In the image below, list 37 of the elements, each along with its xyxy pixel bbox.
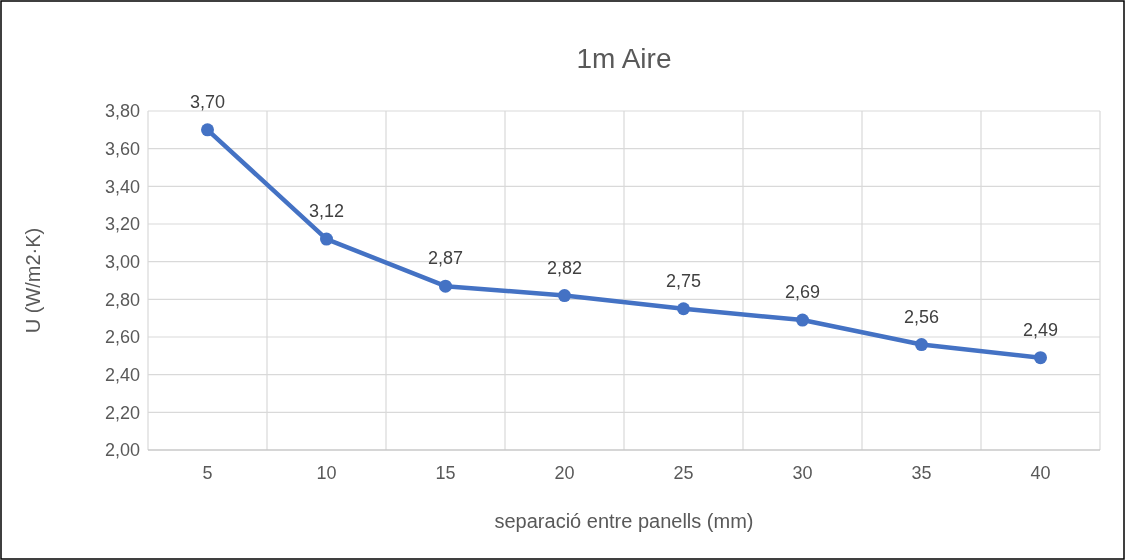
point [915, 338, 928, 352]
point [796, 313, 809, 327]
data-label: 3,70 [189, 91, 226, 112]
data-label: 2,82 [546, 257, 583, 278]
data-label: 2,56 [903, 306, 940, 327]
y-tick-label: 2,80 [104, 289, 140, 310]
point [439, 279, 452, 293]
y-tick-label: 2,20 [104, 402, 140, 423]
point [201, 123, 214, 137]
y-tick-label: 2,00 [104, 440, 140, 461]
data-label: 2,75 [665, 270, 702, 291]
y-tick-label: 2,60 [104, 327, 140, 348]
x-tick-label: 20 [554, 463, 575, 483]
data-label: 2,49 [1022, 319, 1059, 340]
point [320, 232, 333, 246]
y-tick-label: 3,00 [104, 251, 140, 272]
x-tick-label: 5 [202, 463, 213, 483]
y-axis-title: U (W/m2·K) [22, 227, 44, 334]
x-tick-label: 15 [435, 463, 456, 483]
x-axis-title: separació entre panells (mm) [494, 510, 754, 532]
y-tick-label: 3,80 [104, 101, 140, 122]
chart-title: 1m Aire [576, 43, 672, 74]
y-tick-label: 3,60 [104, 138, 140, 159]
x-tick-label: 10 [316, 463, 337, 483]
point [677, 302, 690, 316]
y-tick-label: 2,40 [104, 364, 140, 385]
point [558, 289, 571, 303]
data-label: 3,12 [308, 201, 345, 222]
x-tick-label: 30 [792, 463, 813, 483]
x-tick-label: 40 [1030, 463, 1051, 483]
point [1034, 351, 1047, 365]
y-tick-label: 3,20 [104, 214, 140, 235]
x-tick-label: 25 [673, 463, 694, 483]
data-label: 2,69 [784, 282, 821, 303]
x-tick-label: 35 [911, 463, 932, 483]
data-label: 2,87 [427, 248, 464, 269]
y-tick-label: 3,40 [104, 176, 140, 197]
